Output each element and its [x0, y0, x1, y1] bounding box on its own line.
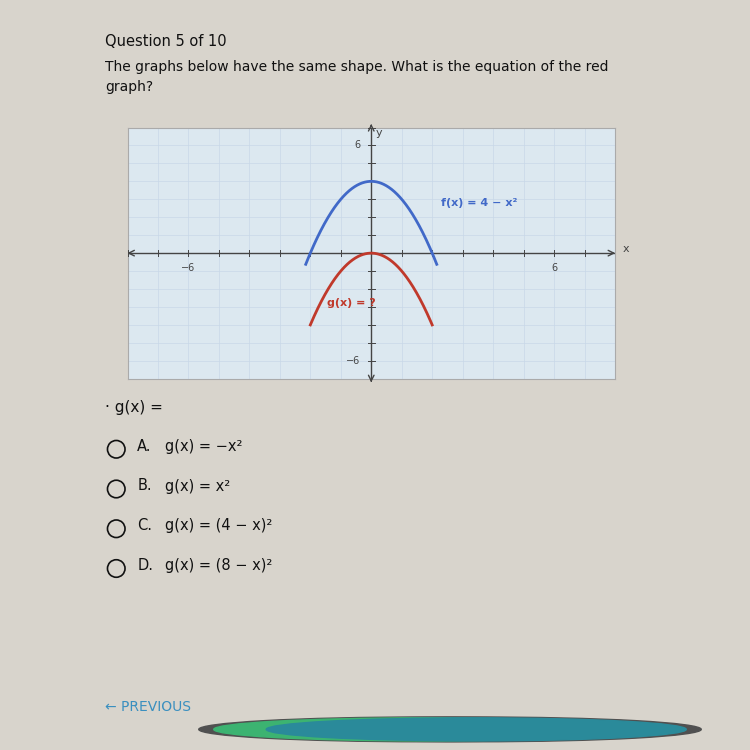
Text: B.: B.	[137, 478, 152, 494]
Text: D.: D.	[137, 558, 153, 573]
Text: ← PREVIOUS: ← PREVIOUS	[105, 700, 191, 714]
Text: g(x) = (8 − x)²: g(x) = (8 − x)²	[165, 558, 272, 573]
Text: g(x) = (4 − x)²: g(x) = (4 − x)²	[165, 518, 272, 533]
Text: Question 5 of 10: Question 5 of 10	[105, 34, 226, 49]
Text: The graphs below have the same shape. What is the equation of the red
graph?: The graphs below have the same shape. Wh…	[105, 60, 608, 94]
Text: g(x) = −x²: g(x) = −x²	[165, 439, 242, 454]
Text: y: y	[376, 128, 382, 137]
Circle shape	[199, 717, 649, 742]
Text: x: x	[622, 244, 629, 254]
Text: · g(x) =: · g(x) =	[105, 400, 163, 415]
Text: A.: A.	[137, 439, 152, 454]
Text: f(x) = 4 − x²: f(x) = 4 − x²	[441, 198, 518, 208]
Circle shape	[251, 717, 701, 742]
Text: −6: −6	[182, 263, 196, 273]
Text: 6: 6	[355, 140, 361, 151]
Circle shape	[266, 718, 686, 741]
Text: g(x) = ?: g(x) = ?	[327, 298, 376, 308]
Text: g(x) = x²: g(x) = x²	[165, 478, 230, 494]
Text: C.: C.	[137, 518, 152, 533]
Text: −6: −6	[346, 356, 361, 366]
Circle shape	[214, 718, 634, 741]
Text: 6: 6	[551, 263, 557, 273]
